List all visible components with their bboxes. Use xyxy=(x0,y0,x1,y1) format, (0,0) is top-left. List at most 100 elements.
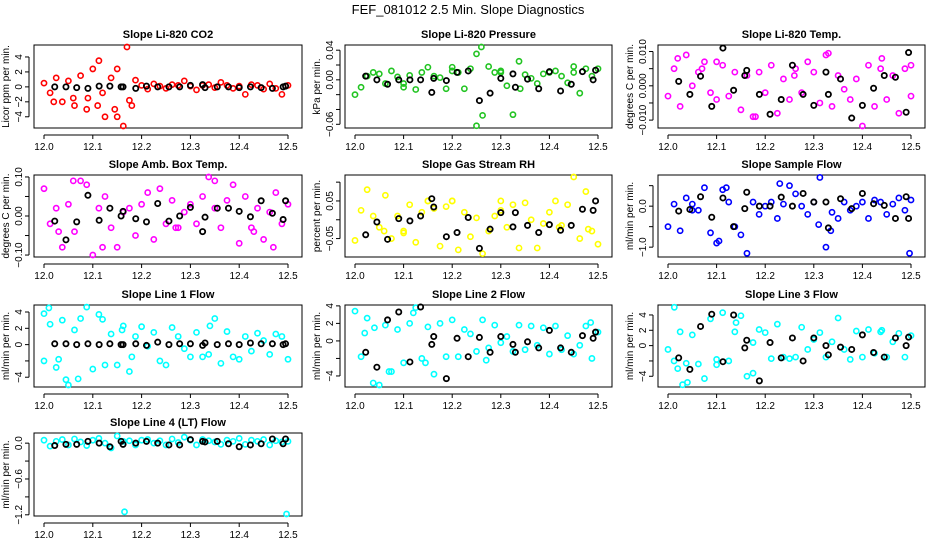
data-point xyxy=(834,314,842,322)
data-point xyxy=(266,441,274,449)
data-point xyxy=(241,90,249,98)
y-tick-label: 0.010 xyxy=(638,39,649,64)
data-point xyxy=(828,102,836,110)
reference-point xyxy=(417,212,425,220)
data-point xyxy=(409,309,417,317)
x-tick-label: 12.1 xyxy=(394,401,414,412)
data-point xyxy=(491,69,499,76)
data-point xyxy=(50,98,58,106)
data-point xyxy=(193,328,200,336)
reference-point xyxy=(902,342,910,350)
data-point xyxy=(101,113,109,121)
reference-point xyxy=(858,101,866,109)
data-point xyxy=(834,215,842,222)
reference-point xyxy=(373,218,381,226)
reference-point xyxy=(870,200,878,208)
data-point xyxy=(125,368,133,375)
data-point xyxy=(375,223,383,231)
data-point xyxy=(113,113,121,121)
x-tick-label: 12.0 xyxy=(34,271,54,282)
data-point xyxy=(698,65,706,73)
reference-point xyxy=(848,205,856,213)
data-point xyxy=(865,326,872,333)
reference-point xyxy=(442,77,450,85)
y-tick-label: −4 xyxy=(14,111,25,123)
reference-point xyxy=(235,84,243,92)
plot-frame xyxy=(657,44,926,129)
data-point xyxy=(138,200,145,208)
reference-point xyxy=(697,193,705,201)
data-point xyxy=(767,61,775,69)
reference-point xyxy=(430,203,438,211)
reference-point xyxy=(73,341,81,349)
reference-point xyxy=(848,114,856,122)
data-point xyxy=(722,184,730,192)
x-tick-label: 12.0 xyxy=(345,401,365,412)
x-tick-label: 12.2 xyxy=(132,271,152,282)
data-point xyxy=(713,58,720,66)
data-point xyxy=(369,212,377,220)
x-tick-label: 12.5 xyxy=(901,401,921,412)
data-point xyxy=(584,225,592,233)
data-point xyxy=(588,72,596,80)
panel-title: Slope Amb. Box Temp. xyxy=(109,159,228,171)
data-point xyxy=(424,323,432,331)
data-point xyxy=(380,227,388,235)
data-point xyxy=(193,441,200,449)
x-tick-label: 12.1 xyxy=(83,530,103,540)
reference-point xyxy=(686,205,694,213)
data-point xyxy=(211,315,219,322)
y-tick-label: 0.05 xyxy=(325,191,336,211)
data-point xyxy=(895,109,903,117)
data-point xyxy=(497,197,505,205)
data-point xyxy=(40,310,48,318)
reference-point xyxy=(686,365,694,373)
reference-point xyxy=(395,308,403,316)
x-tick-label: 12.0 xyxy=(345,271,365,282)
data-point xyxy=(737,312,745,320)
reference-point xyxy=(697,322,705,330)
data-point xyxy=(901,65,909,73)
data-point xyxy=(400,359,407,367)
data-point xyxy=(121,508,128,516)
data-point xyxy=(254,204,261,212)
data-point xyxy=(436,319,444,327)
data-point xyxy=(743,372,751,380)
data-point xyxy=(211,204,219,212)
reference-point xyxy=(362,348,370,356)
y-tick-label: 0 xyxy=(14,84,25,90)
data-point xyxy=(454,246,462,254)
data-point xyxy=(467,330,474,338)
reference-point xyxy=(799,189,807,197)
plot-frame xyxy=(33,432,303,517)
reference-point xyxy=(497,209,505,217)
data-point xyxy=(186,353,194,361)
data-point xyxy=(664,223,672,231)
panel-title: Slope Line 4 (LT) Flow xyxy=(110,417,226,429)
reference-point xyxy=(486,225,494,233)
data-point xyxy=(211,177,219,185)
plot-frame xyxy=(33,174,303,258)
data-point xyxy=(138,323,145,331)
data-point xyxy=(94,102,102,109)
reference-point xyxy=(741,205,749,213)
reference-point xyxy=(524,221,532,229)
reference-point xyxy=(822,342,830,350)
reference-point xyxy=(106,82,114,90)
data-point xyxy=(442,203,450,210)
data-point xyxy=(582,188,590,195)
data-point xyxy=(193,220,200,228)
y-tick-label: 0.00 xyxy=(14,206,25,226)
data-point xyxy=(564,332,572,340)
x-tick-label: 12.5 xyxy=(901,271,921,282)
data-point xyxy=(217,359,225,367)
data-point xyxy=(521,346,529,354)
data-point xyxy=(767,355,775,363)
panel-title: Slope Gas Stream RH xyxy=(422,159,535,171)
data-point xyxy=(552,322,559,330)
data-point xyxy=(52,204,60,212)
data-point xyxy=(688,82,696,90)
reference-point xyxy=(73,218,81,226)
y-tick-label: −4 xyxy=(638,370,649,382)
y-axis-label: percent per min. xyxy=(312,180,323,252)
